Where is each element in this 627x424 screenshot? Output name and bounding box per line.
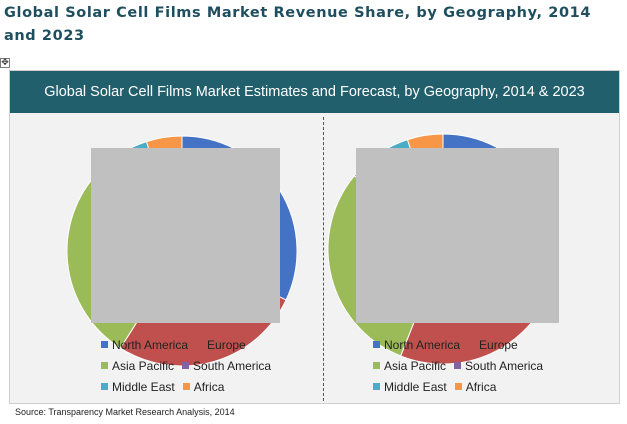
chart-divider xyxy=(323,117,324,401)
legend-label: North America xyxy=(112,337,189,352)
legend-swatch xyxy=(373,362,380,369)
legend-row: Asia Pacific South America xyxy=(101,355,331,376)
legend-swatch xyxy=(101,362,108,369)
legend-swatch xyxy=(454,362,462,369)
legend-item-north-america: North America xyxy=(373,338,460,352)
legend-label: Middle East xyxy=(384,379,447,394)
legend-swatch xyxy=(101,341,108,348)
legend-label: South America xyxy=(465,358,544,373)
legend-item-africa: Africa xyxy=(454,379,497,394)
legend-item-europe: Europe xyxy=(468,338,518,352)
legend-row: Middle East Africa xyxy=(373,376,603,397)
legend-label: Europe xyxy=(207,337,246,352)
legend-item-europe: Europe xyxy=(196,338,246,352)
legend-swatch xyxy=(182,362,190,369)
legend-row: Asia Pacific South America xyxy=(373,355,603,376)
legend-swatch xyxy=(196,341,204,348)
legend-item-north-america: North America xyxy=(101,338,188,352)
legend-swatch xyxy=(373,383,380,390)
legend-label: Africa xyxy=(193,379,225,394)
legend-row: North America Europe xyxy=(373,334,603,355)
legend-label: Africa xyxy=(465,379,497,394)
legend-label: Asia Pacific xyxy=(112,358,175,373)
legend-label: Middle East xyxy=(112,379,175,394)
legend-label: Europe xyxy=(479,337,518,352)
legend-swatch xyxy=(454,383,462,390)
chart-placeholder-2023 xyxy=(356,148,559,323)
legend-label: North America xyxy=(384,337,461,352)
legend-2023: North America Europe Asia Pacific South Ame… xyxy=(373,334,603,397)
page-title: Global Solar Cell Films Market Revenue S… xyxy=(4,5,592,44)
legend-2014: North America Europe Asia Pacific South Ame… xyxy=(101,334,331,397)
legend-item-south-america: South America xyxy=(454,359,543,373)
legend-row: Middle East Africa xyxy=(101,376,331,397)
legend-swatch xyxy=(101,383,108,390)
legend-item-middle-east: Middle East xyxy=(101,380,175,394)
move-handle-icon[interactable]: ✥ xyxy=(0,58,10,68)
legend-swatch xyxy=(182,383,190,390)
chart-title: Global Solar Cell Films Market Estimates… xyxy=(10,71,619,113)
source-note: Source: Transparency Market Research Ana… xyxy=(15,407,235,417)
legend-item-africa: Africa xyxy=(182,379,225,394)
legend-label: Asia Pacific xyxy=(384,358,447,373)
chart-placeholder-2014 xyxy=(91,148,280,323)
legend-item-asia-pacific: Asia Pacific xyxy=(101,359,174,373)
legend-row: North America Europe xyxy=(101,334,331,355)
legend-item-middle-east: Middle East xyxy=(373,380,447,394)
legend-item-asia-pacific: Asia Pacific xyxy=(373,359,446,373)
legend-label: South America xyxy=(193,358,272,373)
chart-frame: Global Solar Cell Films Market Estimates… xyxy=(9,70,620,404)
legend-swatch xyxy=(373,341,380,348)
legend-swatch xyxy=(468,341,476,348)
legend-item-south-america: South America xyxy=(182,359,271,373)
